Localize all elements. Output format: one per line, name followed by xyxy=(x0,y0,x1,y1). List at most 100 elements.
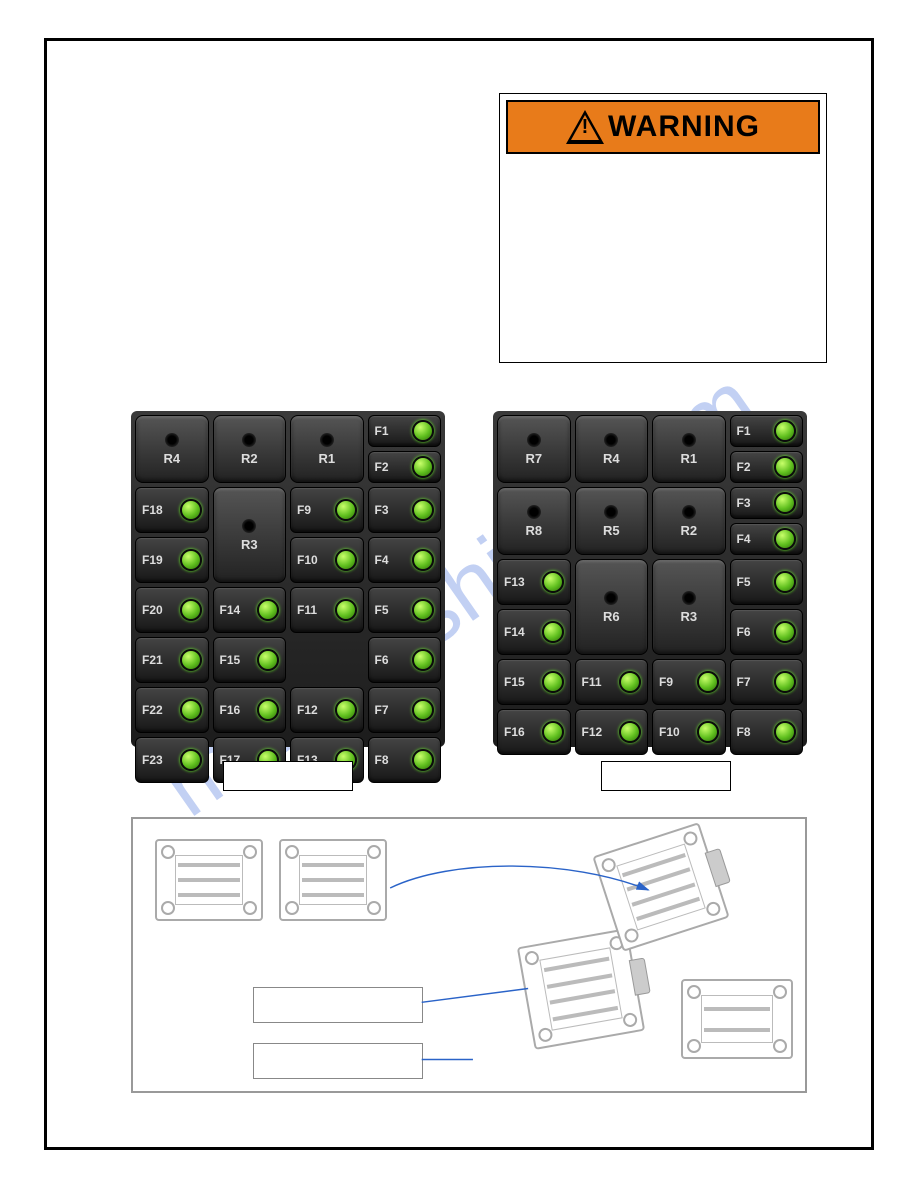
led-icon xyxy=(774,528,796,550)
led-icon xyxy=(180,499,202,521)
relay: R3 xyxy=(652,559,726,655)
led-icon xyxy=(412,649,434,671)
led-icon xyxy=(412,599,434,621)
fuse: F21 xyxy=(135,637,209,683)
led-icon xyxy=(257,649,279,671)
led-icon xyxy=(774,671,796,693)
led-icon xyxy=(180,649,202,671)
module-icon xyxy=(279,839,387,921)
led-icon xyxy=(542,621,564,643)
fuse: F7 xyxy=(730,659,804,705)
led-icon xyxy=(774,721,796,743)
led-icon xyxy=(774,621,796,643)
fuse: F6 xyxy=(730,609,804,655)
relay: R7 xyxy=(497,415,571,483)
led-icon xyxy=(180,699,202,721)
relay: R2 xyxy=(652,487,726,555)
led-icon xyxy=(257,699,279,721)
relay: R6 xyxy=(575,559,649,655)
led-icon xyxy=(412,499,434,521)
relay: R2 xyxy=(213,415,287,483)
schematic-label xyxy=(253,987,423,1023)
page: manualshive.com ! WARNING R4 R2 R1 F1 xyxy=(0,0,918,1188)
relay: R5 xyxy=(575,487,649,555)
led-icon xyxy=(412,456,434,478)
led-icon xyxy=(412,549,434,571)
fuse: F1 xyxy=(368,415,442,447)
fuse: F8 xyxy=(730,709,804,755)
fuse-panel-a: R4 R2 R1 F1 F2 F18 R3 F9 F3 F19 F10 F4 F… xyxy=(131,411,445,747)
schematic-box xyxy=(131,817,807,1093)
relay: R8 xyxy=(497,487,571,555)
led-icon xyxy=(774,420,796,442)
led-icon xyxy=(542,671,564,693)
led-icon xyxy=(335,599,357,621)
fuse-stack: F3 F4 xyxy=(730,487,804,555)
fuse: F2 xyxy=(368,451,442,483)
led-icon xyxy=(412,699,434,721)
panel-b-caption xyxy=(601,761,731,791)
led-icon xyxy=(180,749,202,771)
led-icon xyxy=(412,749,434,771)
module-icon xyxy=(155,839,263,921)
page-frame: manualshive.com ! WARNING R4 R2 R1 F1 xyxy=(44,38,874,1150)
fuse: F5 xyxy=(730,559,804,605)
fuse: F12 xyxy=(575,709,649,755)
warning-triangle-icon: ! xyxy=(566,110,604,144)
led-icon xyxy=(335,549,357,571)
led-icon xyxy=(412,420,434,442)
module-icon xyxy=(681,979,793,1059)
fuse-stack: F1 F2 xyxy=(368,415,442,483)
fuse: F12 xyxy=(290,687,364,733)
fuse: F2 xyxy=(730,451,804,483)
fuse: F11 xyxy=(290,587,364,633)
fuse-panel-b: R7 R4 R1 F1 F2 R8 R5 R2 F3 F4 F13 R6 R3 xyxy=(493,411,807,747)
fuse: F22 xyxy=(135,687,209,733)
fuse: F3 xyxy=(730,487,804,519)
led-icon xyxy=(542,721,564,743)
fuse: F16 xyxy=(497,709,571,755)
led-icon xyxy=(257,599,279,621)
fuse: F9 xyxy=(290,487,364,533)
led-icon xyxy=(335,499,357,521)
schematic-label xyxy=(253,1043,423,1079)
fuse: F14 xyxy=(497,609,571,655)
warning-banner: ! WARNING xyxy=(506,100,820,154)
fuse: F4 xyxy=(730,523,804,555)
led-icon xyxy=(180,599,202,621)
led-icon xyxy=(542,571,564,593)
led-icon xyxy=(619,671,641,693)
relay: R1 xyxy=(290,415,364,483)
fuse-stack: F1 F2 xyxy=(730,415,804,483)
fuse: F14 xyxy=(213,587,287,633)
warning-box: ! WARNING xyxy=(499,93,827,363)
fuse: F7 xyxy=(368,687,442,733)
warning-label: WARNING xyxy=(608,110,760,144)
led-icon xyxy=(774,456,796,478)
led-icon xyxy=(619,721,641,743)
relay: R4 xyxy=(575,415,649,483)
fuse: F10 xyxy=(290,537,364,583)
led-icon xyxy=(180,549,202,571)
fuse: F8 xyxy=(368,737,442,783)
led-icon xyxy=(697,671,719,693)
fuse: F11 xyxy=(575,659,649,705)
fuse: F1 xyxy=(730,415,804,447)
fuse: F19 xyxy=(135,537,209,583)
fuse: F13 xyxy=(497,559,571,605)
led-icon xyxy=(697,721,719,743)
led-icon xyxy=(335,699,357,721)
relay: R4 xyxy=(135,415,209,483)
fuse: F15 xyxy=(497,659,571,705)
relay: R1 xyxy=(652,415,726,483)
fuse: F4 xyxy=(368,537,442,583)
fuse: F9 xyxy=(652,659,726,705)
fuse: F16 xyxy=(213,687,287,733)
fuse: F20 xyxy=(135,587,209,633)
fuse: F18 xyxy=(135,487,209,533)
fuse: F15 xyxy=(213,637,287,683)
fuse: F23 xyxy=(135,737,209,783)
fuse: F5 xyxy=(368,587,442,633)
led-icon xyxy=(774,571,796,593)
fuse: F3 xyxy=(368,487,442,533)
